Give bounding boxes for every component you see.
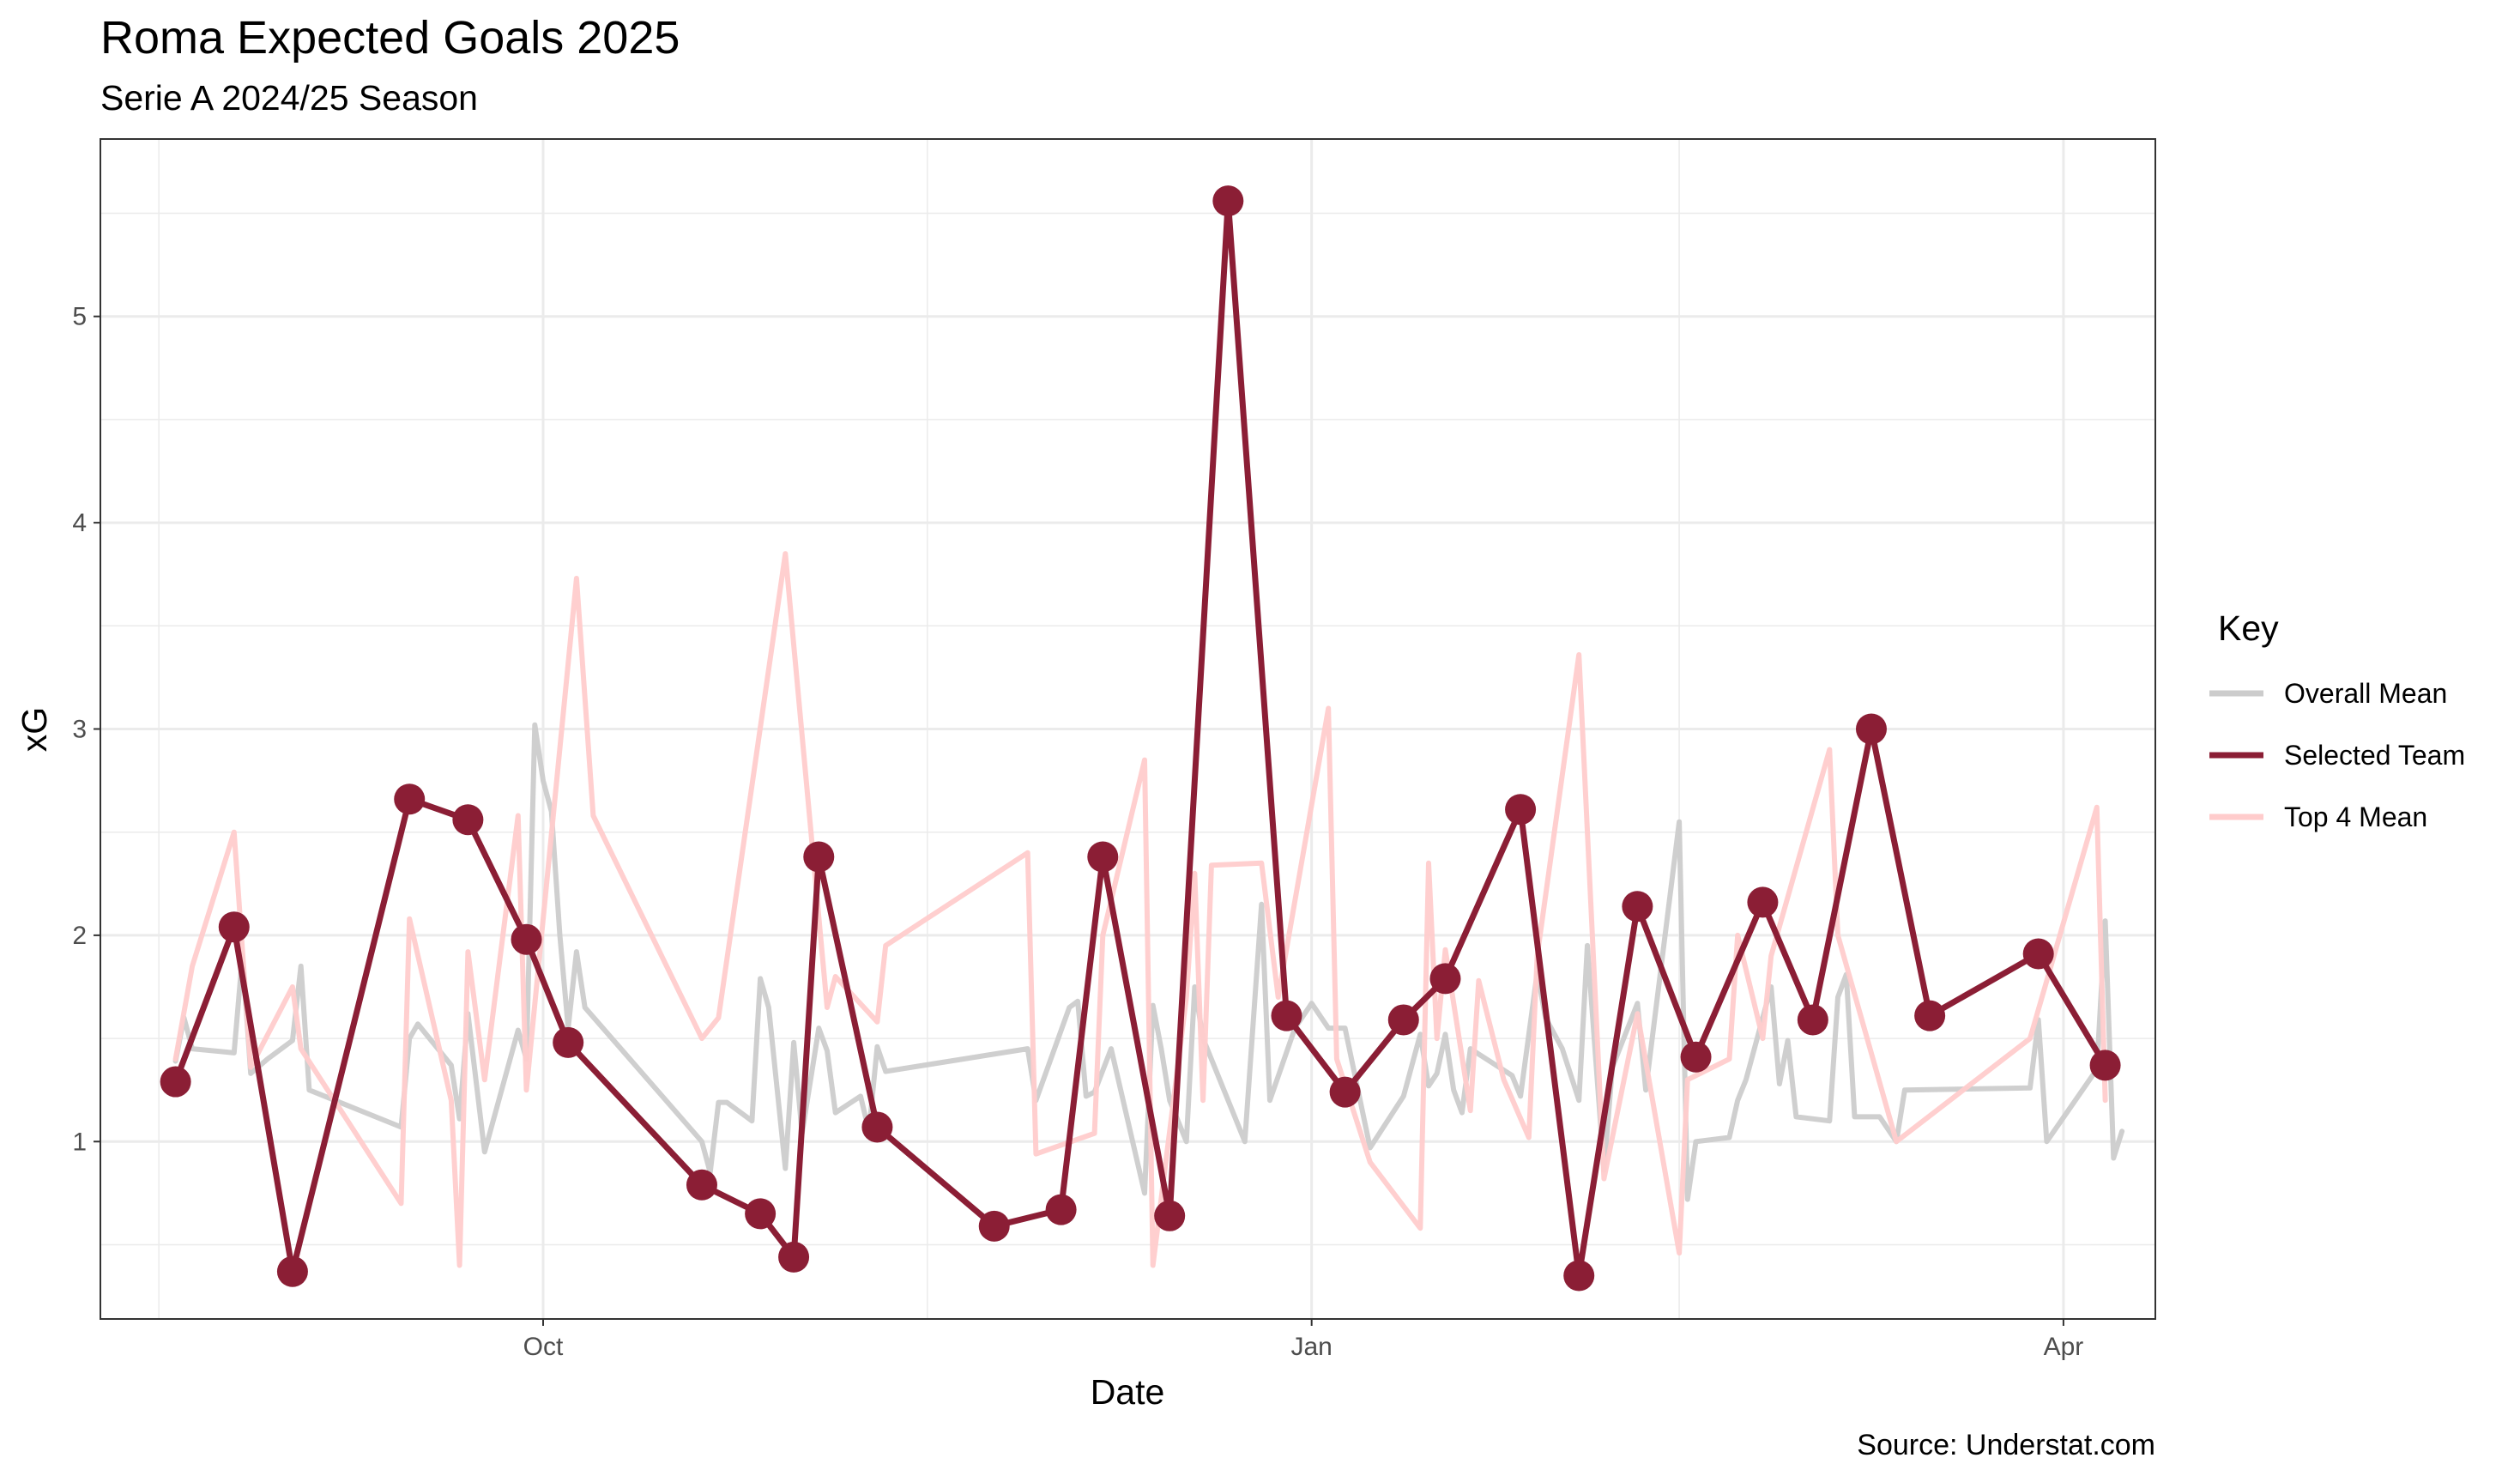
y-tick-label: 2: [72, 922, 87, 950]
data-point: [1855, 713, 1887, 745]
y-axis-title: xG: [15, 707, 54, 752]
chart-subtitle: Serie A 2024/25 Season: [100, 78, 478, 118]
data-point: [1797, 1004, 1828, 1036]
series-layer: [160, 185, 2125, 1292]
legend-entries: Overall Mean Selected Team Top 4 Mean: [2209, 678, 2465, 832]
data-point: [1680, 1041, 1712, 1073]
x-tick-label: Jan: [1290, 1333, 1332, 1361]
legend-entry: Selected Team: [2209, 740, 2465, 771]
y-tick-label: 5: [72, 303, 87, 331]
data-point: [511, 923, 542, 955]
data-point: [686, 1169, 717, 1201]
data-point: [160, 1066, 191, 1098]
series-line-top-4-mean: [172, 551, 2108, 1268]
legend-label: Selected Team: [2284, 740, 2465, 771]
data-point: [394, 783, 426, 815]
y-tick-label: 1: [72, 1128, 87, 1156]
legend-label: Top 4 Mean: [2284, 802, 2427, 832]
data-point: [1505, 794, 1537, 826]
data-point: [861, 1111, 893, 1143]
legend-entry: Top 4 Mean: [2209, 802, 2427, 832]
plot-panel: [100, 138, 2156, 1320]
legend: Key Overall Mean Selected Team Top 4 Mean: [2209, 608, 2465, 832]
series-selected-team: [160, 185, 2121, 1292]
data-point: [1045, 1194, 1077, 1225]
data-point: [1914, 1000, 1946, 1031]
legend-title: Key: [2218, 608, 2279, 648]
major-gridlines: [100, 139, 2155, 1319]
source-caption: Source: Understat.com: [1857, 1429, 2155, 1461]
data-point: [978, 1210, 1010, 1242]
x-axis: Oct Jan Apr: [523, 1319, 2084, 1361]
x-axis-title: Date: [1091, 1372, 1165, 1412]
data-point: [452, 804, 484, 836]
data-point: [803, 841, 835, 873]
data-point: [1429, 963, 1461, 995]
data-point: [1563, 1260, 1595, 1292]
legend-entry: Overall Mean: [2209, 678, 2447, 709]
data-point: [2022, 938, 2054, 970]
data-point: [1154, 1200, 1186, 1231]
data-point: [2089, 1050, 2121, 1081]
legend-label: Overall Mean: [2284, 678, 2447, 709]
data-point: [1087, 841, 1119, 873]
data-point: [1271, 1000, 1302, 1031]
x-tick-label: Oct: [523, 1333, 564, 1361]
data-point: [1329, 1076, 1361, 1108]
data-point: [276, 1255, 308, 1287]
data-point: [1747, 886, 1779, 918]
y-tick-label: 3: [72, 716, 87, 744]
chart-title: Roma Expected Goals 2025: [100, 12, 680, 64]
y-axis: 1 2 3 4 5: [72, 303, 100, 1156]
data-point: [1387, 1004, 1419, 1036]
data-point: [1212, 185, 1244, 217]
data-point: [778, 1241, 810, 1273]
data-point: [1622, 891, 1653, 923]
data-point: [553, 1026, 584, 1058]
data-point: [218, 911, 250, 943]
y-tick-label: 4: [72, 509, 87, 537]
series-top-4-mean: [172, 551, 2108, 1268]
data-point: [745, 1198, 777, 1230]
x-tick-label: Apr: [2044, 1333, 2084, 1361]
